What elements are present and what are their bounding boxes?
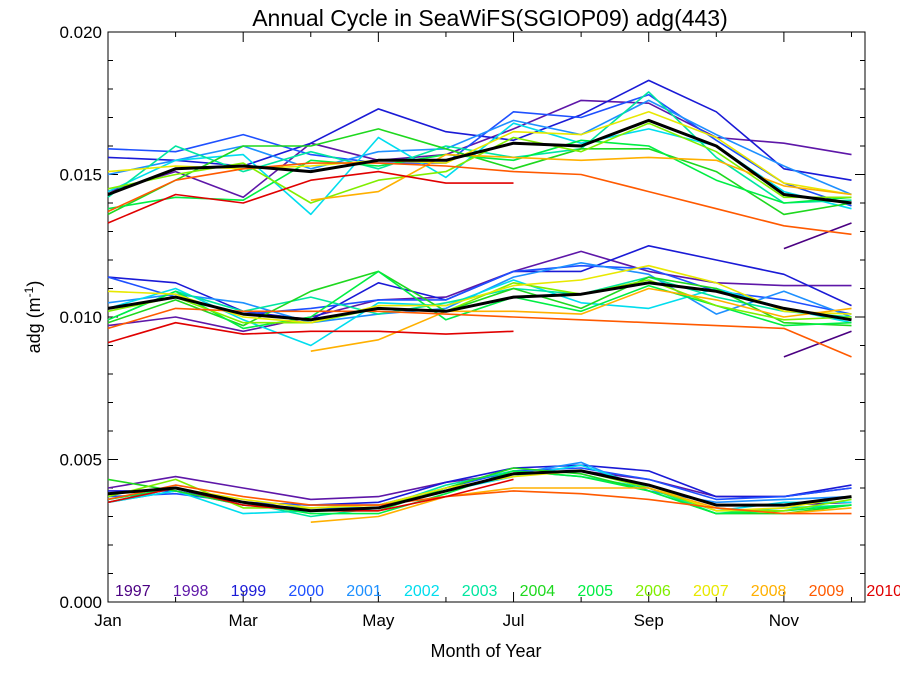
x-tick-label: Jan bbox=[94, 611, 121, 630]
x-axis-label: Month of Year bbox=[430, 641, 541, 661]
series-line-2001-upper bbox=[107, 99, 852, 196]
y-tick-label: 0.005 bbox=[59, 451, 102, 470]
series-line-1999-upper bbox=[107, 79, 852, 181]
series-line-2005-middle bbox=[107, 270, 852, 330]
legend-entry-2006: 2006 bbox=[635, 583, 671, 600]
mean-line-lower bbox=[107, 469, 852, 513]
series-line-2000-upper bbox=[107, 93, 852, 207]
y-axis-label-main: adg (m bbox=[24, 297, 44, 353]
series-line-2002-middle bbox=[107, 279, 852, 347]
series-line-2010-upper bbox=[107, 170, 514, 224]
series-line-2009-lower bbox=[107, 484, 852, 515]
legend-entry-1999: 1999 bbox=[231, 583, 267, 600]
legend-entry-2010: 2010 bbox=[866, 583, 900, 600]
legend-entry-2002: 2002 bbox=[404, 583, 440, 600]
legend-entry-2004: 2004 bbox=[520, 583, 556, 600]
legend-entry-2001: 2001 bbox=[346, 583, 382, 600]
y-tick-label: 0.015 bbox=[59, 166, 102, 185]
series-lines bbox=[107, 79, 852, 523]
x-tick-label: Jul bbox=[503, 611, 525, 630]
series-line-2006-middle bbox=[107, 279, 852, 324]
series-line-1998-upper bbox=[107, 99, 852, 199]
series-line-2010-middle bbox=[107, 321, 514, 344]
mean-line-middle bbox=[107, 281, 852, 322]
legend-entry-2003: 2003 bbox=[462, 583, 498, 600]
y-tick-label: 0.010 bbox=[59, 308, 102, 327]
y-tick-label: 0.020 bbox=[59, 23, 102, 42]
series-line-2009-upper bbox=[107, 162, 852, 236]
series-line-1997-upper bbox=[783, 222, 852, 250]
y-axis-label: adg (m-1) bbox=[22, 281, 44, 354]
chart-title: Annual Cycle in SeaWiFS(SGIOP09) adg(443… bbox=[252, 5, 728, 31]
x-tick-label: Sep bbox=[634, 611, 664, 630]
y-tick-label: 0.000 bbox=[59, 593, 102, 612]
x-tick-label: May bbox=[362, 611, 395, 630]
series-line-2004-upper bbox=[107, 128, 852, 216]
series-line-2007-upper bbox=[107, 111, 852, 196]
y-axis-label-close: ) bbox=[24, 281, 44, 287]
series-line-2005-upper bbox=[107, 139, 852, 210]
series-line-2001-lower bbox=[107, 461, 852, 509]
legend: 1997 1998 1999 2000 2001 2002 2003 2004 2005 2006… bbox=[115, 583, 900, 600]
series-line-2007-middle bbox=[107, 264, 852, 324]
mean-line-upper bbox=[107, 118, 852, 205]
legend-entry-2009: 2009 bbox=[809, 583, 845, 600]
legend-entry-2000: 2000 bbox=[288, 583, 324, 600]
y-axis-label-exponent: -1 bbox=[22, 286, 36, 297]
series-line-2008-middle bbox=[310, 287, 852, 352]
legend-entry-1997: 1997 bbox=[115, 583, 151, 600]
series-line-1998-middle bbox=[107, 250, 852, 333]
legend-entry-2008: 2008 bbox=[751, 583, 787, 600]
mean-lines bbox=[107, 118, 852, 513]
x-tick-label: Mar bbox=[229, 611, 259, 630]
legend-entry-2005: 2005 bbox=[577, 583, 613, 600]
legend-entry-1998: 1998 bbox=[173, 583, 209, 600]
x-tick-label: Nov bbox=[769, 611, 800, 630]
legend-entry-2007: 2007 bbox=[693, 583, 729, 600]
series-line-1997-middle bbox=[783, 330, 852, 358]
